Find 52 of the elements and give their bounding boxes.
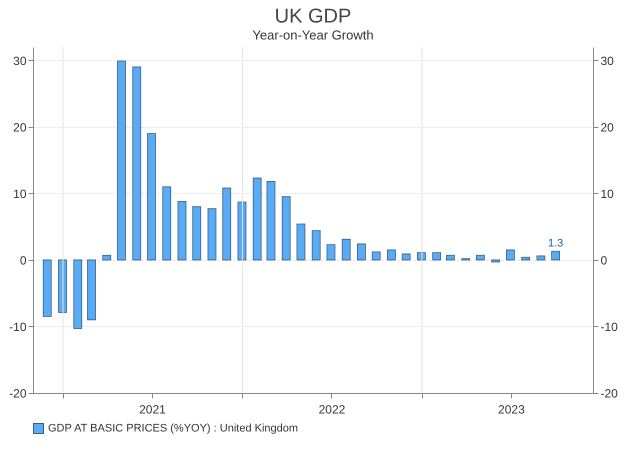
bar [117, 60, 126, 260]
bar [521, 256, 530, 260]
bar [326, 244, 336, 260]
bar [417, 252, 426, 260]
data-label: 1.3 [548, 237, 564, 250]
bar [87, 260, 96, 320]
y-tick-label: 10 [13, 186, 27, 201]
y-tick-label: -10 [9, 320, 27, 334]
y2-tick-label: 20 [600, 120, 614, 134]
bar [357, 244, 366, 260]
bar [432, 252, 442, 260]
x-tick-label: 2021 [139, 402, 166, 416]
y-tick-label: 30 [13, 54, 27, 68]
bar [238, 202, 246, 260]
x-tick-label: 2022 [318, 402, 346, 416]
bar [252, 178, 262, 260]
bar [536, 256, 546, 260]
bar [42, 260, 52, 317]
bar [402, 254, 411, 260]
y2-tick-label: -20 [600, 386, 618, 400]
bar [192, 206, 202, 260]
x-tick-label: 2023 [498, 402, 526, 416]
bar [266, 181, 276, 260]
bar [446, 254, 455, 260]
bar [102, 254, 112, 260]
bar [476, 254, 485, 260]
chart-title: UK GDP [274, 6, 352, 28]
bar [551, 250, 560, 260]
bar [73, 260, 82, 329]
bar [222, 188, 232, 260]
bar [178, 200, 186, 260]
bar [58, 260, 67, 313]
y2-tick-label: -10 [600, 320, 618, 334]
y-tick-label: 0 [20, 253, 27, 268]
bar [147, 133, 156, 260]
bar [208, 208, 216, 260]
legend-label: GDP AT BASIC PRICES (%YOY) : United Kingdom [48, 422, 298, 434]
bar [387, 250, 396, 260]
y-tick-label: -20 [9, 386, 27, 400]
y2-tick-label: 0 [600, 253, 608, 268]
chart-subtitle: Year-on-Year Growth [252, 28, 374, 42]
bar [132, 66, 142, 260]
bar [372, 252, 381, 260]
bar [282, 196, 291, 260]
bar [312, 230, 321, 260]
y-tick-label: 20 [13, 120, 27, 134]
bar [162, 186, 172, 260]
y2-tick-label: 10 [600, 186, 614, 201]
bar [296, 224, 306, 260]
y2-tick-label: 30 [600, 54, 614, 68]
bar [342, 238, 351, 260]
bar [506, 250, 515, 260]
